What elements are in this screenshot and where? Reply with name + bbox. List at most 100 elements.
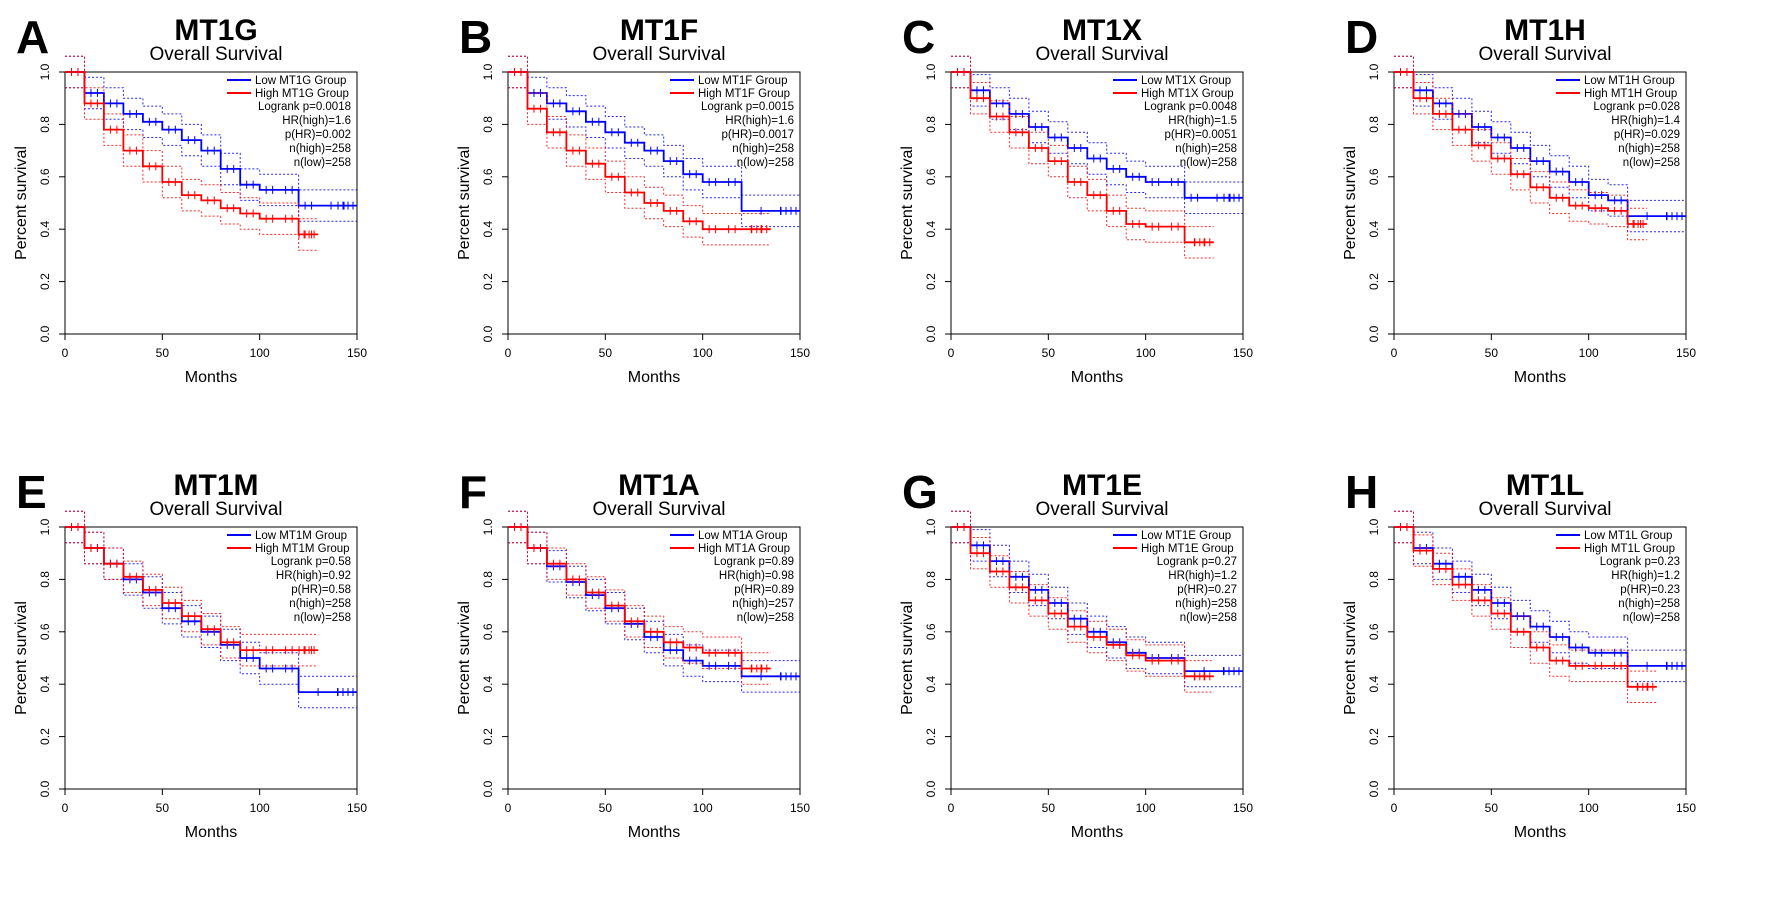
stat-line: Logrank p=0.0018 [258,101,351,113]
y-tick-label: 0.8 [38,571,52,588]
stat-line: p(HR)=0.0051 [1164,129,1237,141]
y-tick-label: 0.2 [924,728,938,745]
legend-label-high: High MT1L Group [1584,543,1675,555]
x-tick-label: 150 [347,801,367,815]
legend-label-low: Low MT1X Group [1141,75,1231,87]
panel-letter: C [902,11,936,63]
y-tick-label: 0.6 [38,623,52,640]
panel-title: MT1H [1504,14,1586,47]
panel-subtitle: Overall Survival [592,44,726,65]
y-axis-label: Percent survival [1342,601,1359,715]
y-tick-label: 0.6 [924,168,938,185]
stat-line: p(HR)=0.23 [1620,584,1680,596]
stat-line: n(high)=258 [1175,143,1237,155]
y-tick-label: 0.8 [481,571,495,588]
stat-line: n(high)=258 [289,143,351,155]
km-plot: 0.0 0.2 0.4 0.6 0.8 1.0 0 50 100 150 Months Percent… [13,510,367,841]
stat-line: n(low)=258 [1180,612,1237,624]
y-tick-label: 0.6 [481,623,495,640]
confidence-band [65,542,357,709]
y-tick-label: 0.4 [481,221,495,238]
x-tick-label: 0 [948,801,955,815]
survival-curve [1394,71,1648,225]
x-axis-label: Months [185,369,237,386]
stat-line: p(HR)=0.27 [1177,584,1237,596]
panel-h: H MT1L Overall Survival 0.0 0.2 0.4 0.6 0.8 1.0 0… [1329,455,1772,910]
stat-line: Logrank p=0.89 [714,556,794,568]
survival-curve [65,71,319,236]
x-tick-label: 150 [1676,346,1696,360]
legend-label-low: Low MT1H Group [1584,75,1675,87]
y-tick-label: 0.4 [924,221,938,238]
x-tick-label: 50 [156,801,170,815]
y-tick-label: 1.0 [38,518,52,535]
y-tick-label: 0.0 [924,780,938,797]
stat-line: HR(high)=0.92 [276,570,351,582]
x-tick-label: 50 [599,346,613,360]
y-tick-label: 0.4 [38,676,52,693]
panel-subtitle: Overall Survival [592,499,726,520]
confidence-band [951,542,1214,693]
plot-frame [1393,526,1687,790]
km-plot: 0.0 0.2 0.4 0.6 0.8 1.0 0 50 100 150 Months Percent… [456,510,810,841]
x-axis-label: Months [1514,824,1566,841]
series-high [508,510,771,685]
stat-line: HR(high)=1.5 [1168,115,1237,127]
x-tick-label: 0 [505,801,512,815]
panel-g: G MT1E Overall Survival 0.0 0.2 0.4 0.6 0.8 1.0 0… [886,455,1329,910]
y-tick-label: 0.2 [38,728,52,745]
panel-title: MT1F [619,14,699,47]
stat-line: HR(high)=1.6 [725,115,794,127]
confidence-band [1394,542,1657,703]
x-axis-label: Months [1071,824,1123,841]
y-axis-label: Percent survival [1342,146,1359,260]
y-tick-label: 0.2 [481,728,495,745]
panel-title: MT1L [1505,469,1585,502]
stat-line: HR(high)=1.2 [1611,570,1680,582]
y-tick-label: 1.0 [924,63,938,80]
y-tick-label: 0.4 [1367,676,1381,693]
y-tick-label: 0.8 [1367,116,1381,133]
panel-c: C MT1X Overall Survival 0.0 0.2 0.4 0.6 0.8 1.0 0… [886,0,1329,455]
panel-title: MT1G [174,14,258,47]
legend-label-high: High MT1A Group [698,543,790,555]
legend-label-low: Low MT1A Group [698,530,787,542]
series-low [508,55,800,228]
series-high [951,510,1214,693]
x-tick-label: 50 [156,346,170,360]
plot-frame [1393,71,1687,335]
confidence-band [508,55,800,196]
x-tick-label: 50 [1042,346,1056,360]
panel-f: F MT1A Overall Survival 0.0 0.2 0.4 0.6 0.8 1.0 0… [443,455,886,910]
panel-b: B MT1F Overall Survival 0.0 0.2 0.4 0.6 0.8 1.0 0… [443,0,886,455]
y-tick-label: 0.2 [1367,728,1381,745]
x-tick-label: 100 [1579,801,1599,815]
panel-e: E MT1M Overall Survival 0.0 0.2 0.4 0.6 0.8 1.0 0… [0,455,443,910]
y-tick-label: 0.2 [38,273,52,290]
x-tick-label: 50 [1042,801,1056,815]
stat-line: n(low)=258 [1180,157,1237,169]
survival-curve [508,71,771,231]
panel-title: MT1X [1061,14,1143,47]
stat-line: n(high)=258 [1618,143,1680,155]
panel-letter: H [1345,466,1379,518]
stat-line: n(low)=258 [737,157,794,169]
panel-title: MT1M [173,469,259,502]
legend-label-low: Low MT1L Group [1584,530,1672,542]
x-tick-label: 0 [62,801,69,815]
stat-line: p(HR)=0.002 [285,129,351,141]
legend-label-high: High MT1M Group [255,543,350,555]
stat-line: n(low)=258 [294,157,351,169]
x-tick-label: 50 [1485,346,1499,360]
confidence-band [1394,87,1648,241]
panel-subtitle: Overall Survival [1035,499,1169,520]
y-tick-label: 0.8 [38,116,52,133]
y-tick-label: 0.6 [38,168,52,185]
stat-line: n(high)=257 [732,598,794,610]
y-tick-label: 0.8 [924,571,938,588]
confidence-band [508,542,800,693]
survival-curve [1394,526,1657,688]
legend-label-low: Low MT1G Group [255,75,346,87]
y-tick-label: 0.4 [1367,221,1381,238]
confidence-band [951,510,1214,662]
